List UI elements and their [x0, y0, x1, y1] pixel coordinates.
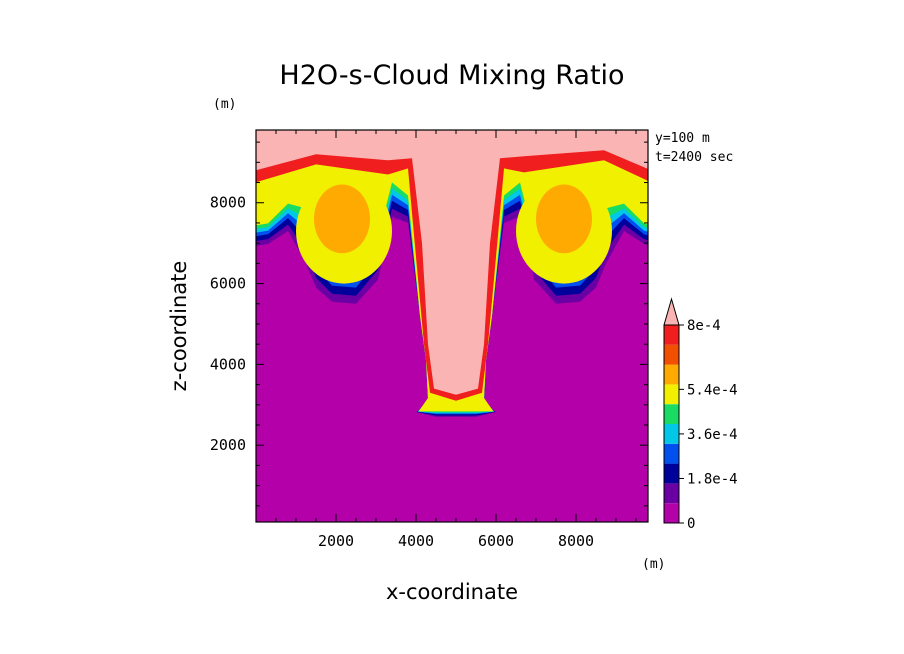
colorbar-label: 5.4e-4 — [687, 382, 738, 398]
contour-band-saturated — [256, 130, 648, 395]
z-unit-label: (m) — [213, 97, 236, 112]
plot-frame — [255, 129, 649, 523]
colorbar-label: 8e-4 — [687, 318, 721, 334]
colorbar-label: 0 — [687, 516, 695, 532]
x-tick-label: 8000 — [558, 532, 594, 550]
colorbar-segment-6 — [664, 384, 679, 405]
colorbar-segment-1 — [664, 483, 679, 504]
x-tick-label: 6000 — [478, 532, 514, 550]
colorbar-segment-5 — [664, 404, 679, 424]
x-tick-label: 4000 — [398, 532, 434, 550]
anvil-right-max — [536, 184, 592, 254]
colorbar-segment-3 — [664, 443, 679, 464]
colorbar-segment-2 — [664, 463, 679, 484]
chart-title: H2O-s-Cloud Mixing Ratio — [279, 60, 624, 91]
colorbar-segment-7 — [664, 364, 679, 385]
z-tick-label: 6000 — [210, 275, 246, 293]
colorbar-label: 3.6e-4 — [687, 427, 738, 443]
colorbar-label: 1.8e-4 — [687, 471, 738, 487]
x-axis-label: x-coordinate — [386, 580, 518, 604]
x-tick-label: 2000 — [318, 532, 354, 550]
colorbar-segment-4 — [664, 424, 679, 444]
colorbar-segment-0 — [664, 503, 679, 523]
colorbar-segment-9 — [664, 325, 679, 345]
annotation-t: t=2400 sec — [655, 150, 733, 165]
x-unit-label: (m) — [642, 557, 665, 572]
z-tick-label: 8000 — [210, 194, 246, 212]
x-axis: 2000 4000 6000 8000 — [275, 130, 637, 550]
contour-field — [256, 130, 648, 522]
annotation-y: y=100 m — [655, 131, 710, 146]
z-tick-label: 4000 — [210, 355, 246, 373]
colorbar: 8e-4 5.4e-4 3.6e-4 1.8e-4 0 — [663, 297, 738, 532]
z-tick-label: 2000 — [210, 436, 246, 454]
colorbar-arrow — [663, 297, 680, 326]
colorbar-frame — [663, 324, 680, 524]
z-axis-label: z-coordinate — [167, 261, 191, 392]
z-axis: 2000 4000 6000 8000 — [210, 141, 648, 507]
colorbar-segment-8 — [664, 344, 679, 365]
anvil-left-max — [314, 184, 370, 254]
